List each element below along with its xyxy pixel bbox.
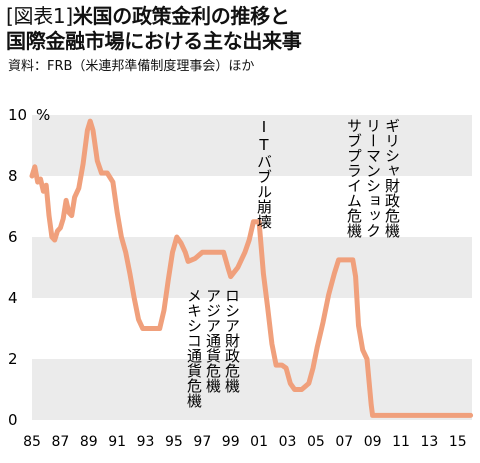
title-line-1-text: 米国の政策金利の推移と <box>72 4 290 28</box>
y-unit-label: % <box>36 106 50 124</box>
title-line-2: 国際金融市場における主な出来事 <box>6 29 302 53</box>
y-axis: 0 2 4 6 8 10% <box>8 106 50 429</box>
y-tick-label: 0 <box>8 411 18 429</box>
series-layer <box>29 118 474 418</box>
x-tick-label: 89 <box>80 434 98 450</box>
x-tick-label: 97 <box>193 434 211 450</box>
x-tick-label: 01 <box>250 434 268 450</box>
x-tick-label: 85 <box>23 434 41 450</box>
x-tick-label: 15 <box>449 434 467 450</box>
y-tick-label: 10 <box>8 106 27 124</box>
y-tick-label: 6 <box>8 228 18 246</box>
grid-bands <box>32 115 472 420</box>
grid-band <box>32 237 472 298</box>
x-tick-label: 09 <box>364 434 382 450</box>
x-axis: 85 87 89 91 93 95 97 99 01 03 05 07 09 11 13 15 <box>23 434 467 450</box>
x-tick-label: 03 <box>279 434 297 450</box>
series-line <box>29 118 474 418</box>
x-tick-label: 93 <box>137 434 155 450</box>
chart-title: [図表1]米国の政策金利の推移と 国際金融市場における主な出来事 <box>6 4 302 54</box>
x-tick-label: 99 <box>222 434 240 450</box>
x-tick-label: 87 <box>51 434 69 450</box>
annotation-text: アジア通貨危機 <box>204 288 222 394</box>
x-tick-label: 91 <box>108 434 126 450</box>
y-tick-label: 8 <box>8 167 18 185</box>
x-tick-label: 07 <box>335 434 353 450</box>
grid-band <box>32 359 472 420</box>
figure-tag: [図表1] <box>6 4 73 28</box>
annotation-text: ITバブル崩壊 <box>255 118 273 229</box>
x-tick-label: 05 <box>307 434 325 450</box>
y-tick-label: 2 <box>8 350 18 368</box>
annotation-text: メキシコ通貨危機 <box>185 288 203 409</box>
annotation-2: ITバブル崩壊 <box>255 118 273 229</box>
annotation-text: ロシア財政危機 <box>223 288 241 394</box>
title-line-1: [図表1]米国の政策金利の推移と <box>6 4 302 29</box>
y-tick-label: 4 <box>8 289 18 307</box>
x-tick-label: 13 <box>421 434 439 450</box>
source-note: 資料：FRB（米連邦準備制度理事会）ほか <box>8 59 255 74</box>
x-tick-label: 95 <box>165 434 183 450</box>
x-tick-label: 11 <box>392 434 410 450</box>
annotation-text: リーマンショック <box>364 118 382 238</box>
annotation-text: サブプライム危機 <box>345 118 363 239</box>
annotation-text: ギリシャ財政危機 <box>383 118 401 239</box>
grid-band <box>32 115 472 176</box>
